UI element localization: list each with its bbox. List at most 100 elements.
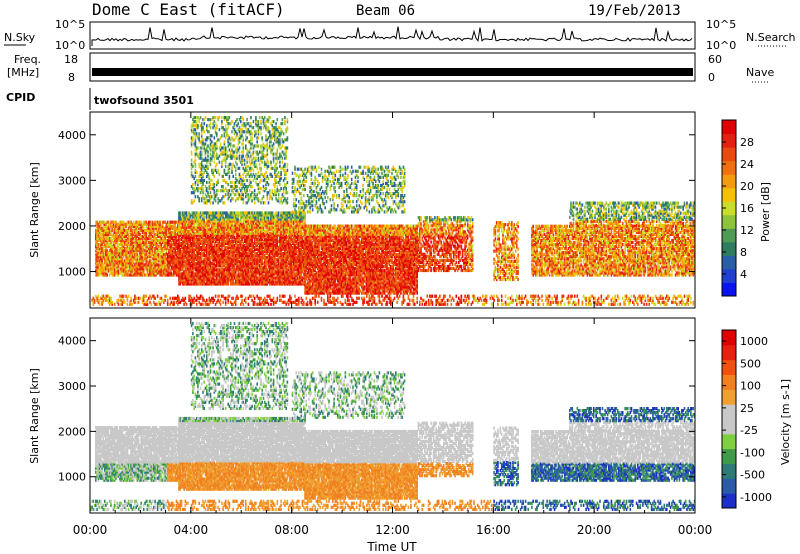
power-cell bbox=[224, 223, 227, 227]
power-cell bbox=[97, 251, 100, 255]
power-cell bbox=[243, 278, 246, 282]
power-cell bbox=[245, 264, 247, 268]
power-cell bbox=[150, 222, 153, 226]
power-cell bbox=[241, 215, 243, 219]
power-cell bbox=[192, 229, 194, 233]
power-cell bbox=[219, 215, 222, 219]
power-cell bbox=[216, 256, 218, 260]
power-cell bbox=[102, 220, 105, 224]
power-cell bbox=[213, 245, 216, 250]
power-cell bbox=[234, 282, 237, 286]
power-cell bbox=[169, 234, 171, 238]
power-cell bbox=[103, 249, 106, 253]
power-cell bbox=[233, 254, 236, 258]
power-cell bbox=[119, 228, 121, 232]
power-cell bbox=[219, 233, 222, 237]
power-cell bbox=[228, 237, 231, 241]
power-cell bbox=[173, 222, 175, 226]
power-cell bbox=[120, 263, 122, 267]
power-cell bbox=[180, 237, 183, 241]
power-cell bbox=[182, 227, 184, 231]
power-cell bbox=[142, 228, 145, 232]
power-cell bbox=[246, 280, 248, 284]
nave-tick-top: 60 bbox=[708, 53, 722, 66]
power-cell bbox=[155, 269, 158, 273]
power-cell bbox=[190, 280, 193, 284]
power-cell bbox=[150, 236, 153, 241]
power-cell bbox=[148, 222, 150, 226]
power-cell bbox=[153, 238, 155, 243]
power-cell bbox=[212, 274, 214, 278]
power-cell bbox=[129, 228, 131, 232]
power-cell bbox=[103, 224, 106, 228]
power-cell bbox=[180, 227, 183, 231]
power-cell bbox=[105, 247, 107, 251]
power-cell bbox=[105, 249, 107, 253]
power-cell bbox=[121, 251, 124, 255]
power-cell bbox=[206, 229, 208, 233]
power-cell bbox=[149, 253, 151, 257]
power-cell bbox=[221, 229, 223, 233]
power-cell bbox=[197, 211, 199, 215]
power-cell bbox=[158, 220, 160, 224]
power-cell bbox=[233, 282, 236, 286]
nave-tick-bottom: 0 bbox=[708, 71, 715, 84]
power-cell bbox=[202, 254, 204, 258]
power-cell bbox=[243, 213, 246, 217]
power-cell bbox=[97, 230, 100, 234]
power-cell bbox=[209, 280, 212, 284]
power-cell bbox=[236, 217, 238, 221]
power-cell bbox=[145, 267, 148, 271]
power-cell bbox=[182, 260, 184, 264]
power-cell bbox=[200, 245, 203, 250]
power-cell bbox=[173, 226, 175, 230]
power-cell bbox=[217, 227, 219, 231]
power-cell bbox=[180, 278, 183, 282]
power-cell bbox=[231, 270, 233, 274]
power-cell bbox=[241, 262, 243, 266]
power-cell bbox=[111, 253, 113, 257]
power-cell bbox=[213, 268, 216, 272]
power-cell bbox=[112, 220, 115, 224]
power-cell bbox=[204, 215, 207, 219]
power-cell bbox=[106, 240, 108, 245]
power-cell bbox=[206, 262, 208, 266]
power-cell bbox=[173, 269, 175, 273]
power-cell bbox=[232, 256, 234, 260]
power-cell bbox=[207, 268, 209, 272]
power-cell bbox=[245, 233, 247, 237]
power-cell bbox=[180, 245, 183, 250]
power-cell bbox=[192, 247, 194, 252]
power-cell bbox=[192, 250, 194, 254]
power-cell bbox=[206, 233, 208, 237]
power-cell bbox=[222, 217, 224, 221]
power-cell bbox=[146, 245, 149, 249]
power-cell bbox=[132, 249, 135, 253]
power-cell bbox=[183, 235, 185, 239]
power-cell bbox=[125, 263, 127, 267]
power-cell bbox=[174, 220, 176, 224]
power-cell bbox=[115, 269, 117, 273]
power-cell bbox=[97, 224, 100, 228]
power-cell bbox=[146, 253, 149, 257]
power-cell bbox=[120, 261, 122, 265]
power-cell bbox=[160, 257, 163, 261]
power-cell bbox=[198, 225, 200, 229]
power-cell bbox=[195, 221, 198, 225]
power-cell bbox=[170, 247, 173, 251]
power-cell bbox=[120, 269, 122, 273]
power-cell bbox=[231, 227, 233, 231]
power-cell bbox=[248, 227, 251, 231]
power-cell bbox=[148, 249, 150, 253]
power-cell bbox=[112, 245, 115, 249]
power-cell bbox=[237, 215, 240, 219]
power-cell bbox=[126, 263, 129, 267]
power-cell bbox=[115, 224, 117, 228]
power-cell bbox=[164, 243, 166, 247]
power-cell bbox=[227, 252, 229, 256]
power-cell bbox=[158, 240, 160, 245]
power-cell bbox=[184, 245, 187, 250]
power-cell bbox=[98, 247, 101, 251]
power-cell bbox=[237, 243, 240, 248]
power-cell bbox=[214, 268, 217, 272]
